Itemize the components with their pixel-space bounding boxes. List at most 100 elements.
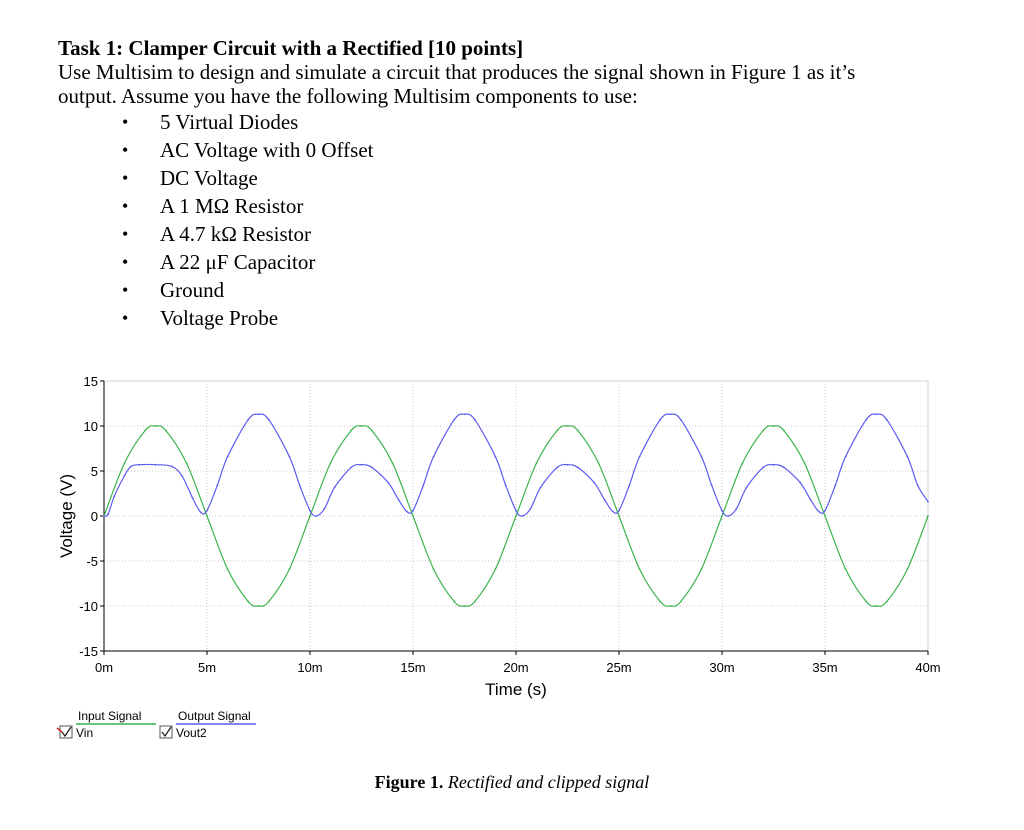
y-tick-label: 0 — [91, 509, 98, 524]
output-signal-point — [247, 418, 250, 421]
output-signal-point — [618, 509, 620, 512]
y-tick-label: 10 — [84, 419, 98, 434]
caption-label: Figure 1. — [374, 772, 444, 792]
output-signal-point — [298, 484, 301, 487]
output-signal-point — [799, 481, 802, 484]
output-signal-point — [824, 509, 826, 512]
output-signal-point — [669, 413, 672, 416]
input-signal-point — [257, 605, 260, 607]
output-signal-point — [782, 466, 785, 469]
output-signal-point — [521, 515, 524, 517]
component-label: AC Voltage with 0 Offset — [160, 138, 374, 162]
input-signal-point — [473, 600, 476, 603]
input-signal-point — [700, 568, 703, 570]
output-signal-point — [323, 507, 326, 510]
input-signal-point — [515, 515, 517, 517]
document: Task 1: Clamper Circuit with a Rectified… — [58, 36, 978, 332]
bullet: • — [122, 112, 129, 132]
output-signal-point — [593, 481, 596, 484]
input-signal-point — [154, 425, 157, 427]
input-signal-point — [865, 600, 868, 603]
input-signal-point — [576, 429, 579, 432]
bullet: • — [122, 308, 129, 328]
input-signal-point — [762, 429, 765, 432]
output-signal-point — [453, 418, 456, 421]
input-signal-point — [927, 515, 929, 517]
component-label: A 22 μF Capacitor — [160, 250, 316, 274]
input-signal-point — [566, 425, 569, 427]
x-tick-label: 15m — [400, 660, 425, 675]
figure: 0m 5m 10m 15m 20m 25m 30m 35m 40m 15 10 5 0 -5 -10 -15 T… — [0, 360, 1024, 760]
output-signal-point — [138, 463, 140, 466]
input-signal-point — [267, 600, 270, 603]
y-tick-label: -15 — [79, 644, 98, 659]
output-signal-point — [171, 465, 173, 468]
output-signal-point — [927, 500, 929, 503]
input-signal-point — [412, 515, 414, 517]
input-signal-point — [144, 429, 147, 432]
output-signal-point — [659, 418, 662, 421]
input-signal-point — [350, 429, 353, 432]
output-signal-point — [387, 481, 390, 484]
output-signal-point — [199, 511, 202, 514]
legend-probe-name: Vin — [76, 726, 93, 740]
input-signal-point — [618, 515, 620, 517]
figure-caption: Figure 1. Rectified and clipped signal — [0, 772, 1024, 793]
output-signal-point — [603, 498, 606, 501]
input-signal-point — [494, 568, 497, 570]
y-tick-label: -10 — [79, 599, 98, 614]
input-signal-point — [432, 568, 435, 570]
output-signal-point — [834, 484, 837, 487]
component-item: • 5 Virtual Diodes — [58, 108, 978, 136]
output-signal-point — [906, 455, 909, 458]
output-signal-point — [875, 413, 878, 416]
input-signal-point — [803, 462, 806, 464]
x-tick-label: 40m — [915, 660, 940, 675]
component-item: • A 4.7 kΩ Resistor — [58, 220, 978, 248]
task-title: Task 1: Clamper Circuit with a Rectified… — [58, 36, 524, 60]
legend-probe-name: Vout2 — [176, 726, 207, 740]
x-tick-label: 25m — [606, 660, 631, 675]
output-signal-point — [257, 413, 260, 416]
input-signal-point — [906, 568, 909, 570]
cursor-marker-icon — [56, 727, 63, 733]
component-label: Voltage Probe — [160, 306, 279, 330]
input-signal-point — [875, 605, 878, 607]
output-signal-point — [529, 507, 532, 510]
x-tick-label: 5m — [198, 660, 216, 675]
legend-series-name: Input Signal — [78, 709, 141, 723]
output-signal-point — [422, 484, 425, 487]
input-signal-point — [391, 462, 394, 464]
output-signal-point — [865, 418, 868, 421]
output-signal-point — [494, 455, 497, 458]
output-signal-point — [309, 509, 311, 512]
intro-line-1: Use Multisim to design and simulate a ci… — [58, 60, 856, 84]
output-signal-point — [762, 466, 765, 469]
output-signal-point — [333, 486, 336, 489]
output-signal-point — [885, 418, 888, 421]
output-signal-point — [113, 495, 116, 498]
input-signal-point — [535, 462, 538, 464]
output-signal-point — [370, 466, 373, 469]
output-signal-point — [226, 455, 229, 458]
component-item: • A 1 MΩ Resistor — [58, 192, 978, 220]
bullet: • — [122, 280, 129, 300]
input-signal-point — [659, 600, 662, 603]
x-tick-label: 35m — [812, 660, 837, 675]
component-label: A 1 MΩ Resistor — [160, 194, 304, 218]
input-signal-point — [247, 600, 250, 603]
input-signal-point — [679, 600, 682, 603]
output-signal-point — [191, 497, 194, 499]
component-label: 5 Virtual Diodes — [160, 110, 299, 134]
input-signal-point — [741, 462, 744, 464]
output-signal-point — [473, 418, 476, 421]
output-signal-point — [710, 484, 713, 487]
output-signal-point — [315, 515, 318, 517]
input-signal-point — [453, 600, 456, 603]
component-item: • DC Voltage — [58, 164, 978, 192]
output-signal-point — [679, 418, 682, 421]
legend-series-name: Output Signal — [178, 709, 251, 723]
bullet: • — [122, 252, 129, 272]
output-signal-point — [638, 455, 641, 458]
input-signal-point — [556, 429, 559, 432]
